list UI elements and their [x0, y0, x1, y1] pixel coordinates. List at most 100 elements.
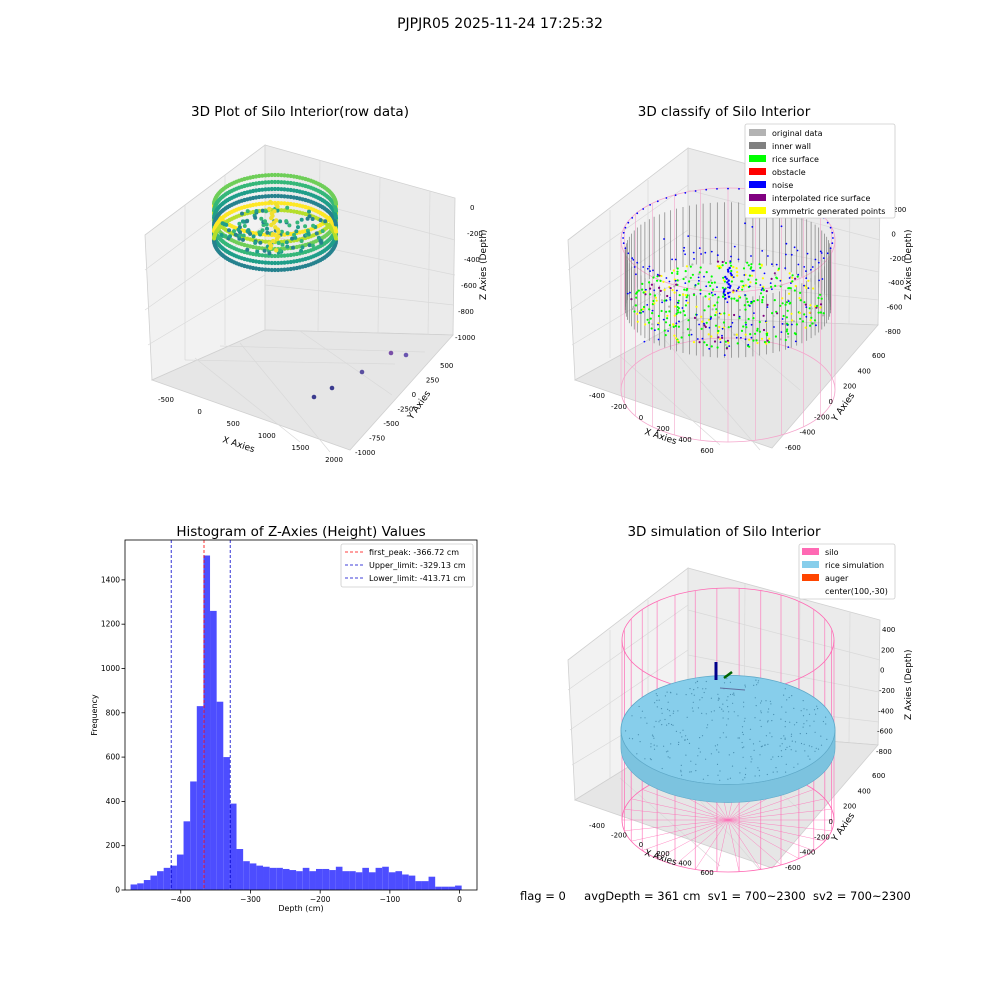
rice-point	[807, 755, 809, 757]
surface-point	[733, 297, 736, 300]
rice-point	[764, 744, 766, 746]
noise-point	[718, 312, 721, 315]
surface-point	[766, 303, 769, 306]
rice-point	[781, 706, 783, 708]
surface-point	[705, 343, 709, 347]
surface-point	[711, 308, 714, 311]
surface-point	[636, 312, 639, 315]
surface-point	[673, 305, 677, 308]
plot1-title: 3D Plot of Silo Interior(row data)	[191, 104, 409, 120]
surface-point	[641, 288, 644, 291]
rice-point	[721, 708, 723, 710]
noise-point	[693, 258, 695, 260]
point	[227, 228, 231, 233]
rice-point	[800, 710, 802, 712]
surface-point	[686, 294, 689, 297]
rice-point	[678, 741, 680, 744]
surface-point	[747, 278, 750, 281]
noise-point	[714, 293, 716, 296]
surface-point	[656, 279, 659, 282]
rice-point	[770, 758, 772, 760]
rice-point	[802, 726, 804, 728]
noise-point	[708, 326, 711, 329]
rice-point	[727, 718, 729, 720]
noise-point	[767, 255, 769, 257]
surface-point	[782, 314, 785, 318]
point	[291, 252, 296, 257]
rice-point	[802, 700, 804, 702]
rice-point	[650, 743, 652, 745]
surface-point	[761, 298, 764, 302]
point	[285, 187, 290, 192]
noise-point	[753, 312, 755, 314]
rice-point	[750, 756, 752, 758]
point	[282, 253, 287, 258]
grid-line	[687, 234, 880, 273]
surface-point	[659, 289, 662, 292]
point	[233, 232, 238, 237]
surface-point	[717, 336, 720, 339]
rice-point	[686, 716, 688, 718]
rice-point	[727, 696, 729, 698]
point	[260, 180, 265, 185]
noise-point	[665, 197, 668, 199]
rice-point	[779, 745, 781, 747]
surface-point	[808, 307, 811, 310]
surface-point	[663, 329, 666, 332]
rice-point	[670, 743, 672, 745]
point	[278, 248, 283, 253]
surface-point	[662, 280, 665, 283]
rice-point	[675, 730, 678, 733]
surface-point	[766, 339, 769, 342]
y-tick-label: -200	[814, 833, 830, 841]
surface-point	[686, 328, 690, 331]
noise-point	[738, 286, 740, 288]
surface-point	[790, 319, 794, 322]
rice-point	[755, 705, 757, 707]
rice-point	[784, 738, 786, 741]
rice-point	[773, 713, 775, 716]
z-tick-label: -1000	[455, 334, 475, 342]
surface-point	[762, 314, 765, 317]
point	[254, 174, 259, 179]
surface-point	[684, 304, 688, 307]
surface-point	[722, 295, 725, 298]
surface-point	[747, 264, 750, 267]
x-tick-label: 500	[227, 420, 240, 428]
surface-point	[807, 279, 810, 282]
point	[254, 195, 259, 200]
surface-point	[790, 312, 793, 315]
surface-point	[750, 266, 753, 269]
noise-point	[769, 282, 772, 284]
rice-point	[767, 721, 769, 723]
surface-point	[762, 289, 765, 292]
point	[245, 229, 250, 234]
noise-point	[805, 315, 808, 318]
surface-point	[684, 270, 687, 273]
surface-point	[644, 290, 647, 293]
rice-point	[785, 748, 787, 751]
point	[276, 229, 281, 235]
rice-point	[679, 732, 681, 734]
noise-point	[622, 231, 625, 234]
rice-point	[666, 691, 668, 693]
surface-point	[805, 286, 808, 289]
y-tick-label: 400	[858, 787, 871, 795]
surface-point	[679, 311, 682, 314]
surface-point	[653, 294, 657, 297]
point	[266, 173, 271, 178]
surface-point	[703, 324, 706, 327]
surface-point	[718, 267, 721, 270]
point	[263, 267, 268, 272]
sv2-text: sv2 = 700~2300	[812, 889, 911, 903]
surface-point	[724, 261, 728, 265]
noise-point	[678, 320, 680, 323]
point	[257, 252, 262, 258]
point	[300, 245, 305, 250]
rice-point	[670, 723, 673, 726]
rice-point	[756, 684, 758, 686]
point	[270, 238, 276, 244]
rice-point	[690, 760, 692, 762]
surface-point	[735, 333, 738, 336]
surface-point	[714, 324, 718, 327]
